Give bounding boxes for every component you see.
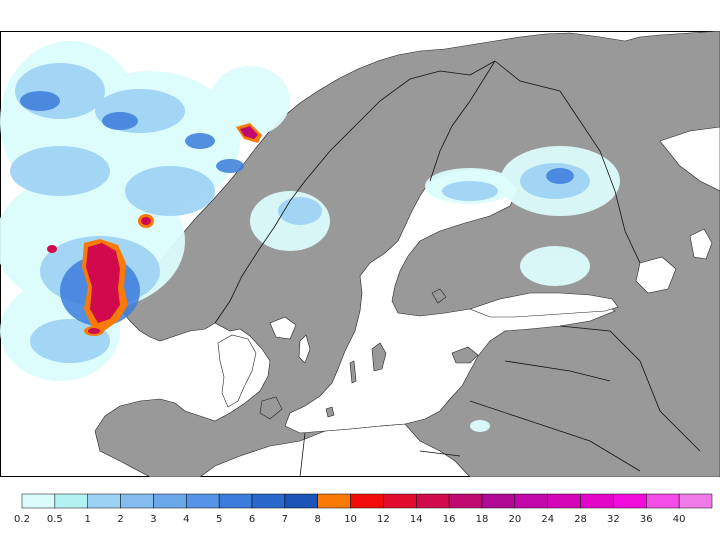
precipitation-map: [0, 31, 720, 477]
legend-swatch: [251, 493, 286, 509]
legend-tick-label: 1: [84, 514, 91, 525]
lake-vanern: [269, 316, 297, 340]
legend-tick-label: 12: [377, 514, 390, 525]
legend-tick-label: 18: [475, 514, 489, 525]
zealand: [259, 396, 283, 420]
legend-tick-label: 0.2: [14, 514, 30, 525]
legend-swatch: [120, 493, 154, 509]
aland: [431, 288, 447, 304]
legend-tick-label: 14: [409, 514, 423, 525]
legend-swatch: [383, 493, 417, 509]
legend-tick-label: 32: [607, 514, 620, 525]
inland-seas: [217, 126, 720, 434]
lake-vattern: [298, 334, 311, 364]
legend-tick-label: 40: [672, 514, 686, 525]
gulf-of-finland: [469, 292, 619, 318]
bornholm: [325, 406, 335, 418]
legend-tick-label: 8: [314, 514, 321, 525]
legend-swatch: [678, 493, 713, 509]
legend-swatch: [646, 493, 680, 509]
precipitation-field: [0, 41, 620, 432]
legend-swatch: [54, 493, 88, 509]
legend-swatch: [153, 493, 187, 509]
precipitation-legend: [21, 493, 713, 509]
baltic-sea: [284, 168, 616, 434]
legend-swatch: [547, 493, 581, 509]
kattegat: [217, 334, 257, 408]
legend-tick-label: 4: [183, 514, 190, 525]
poland-germany-border: [299, 432, 461, 477]
legend-tick-label: 3: [150, 514, 157, 525]
legend-tick-label: 10: [344, 514, 357, 525]
legend-swatch: [580, 493, 614, 509]
gotland: [371, 342, 387, 372]
saaremaa: [451, 346, 479, 364]
legend-swatch: [350, 493, 384, 509]
norway-sweden-border: [214, 60, 496, 324]
legend-tick-label: 7: [281, 514, 289, 525]
legend-swatch: [87, 493, 121, 509]
oland: [349, 360, 357, 384]
lake-ladoga: [635, 256, 677, 294]
legend-swatch: [186, 493, 220, 509]
legend-tick-label: 6: [248, 514, 256, 525]
finland-russia-border: [494, 60, 641, 264]
legend-swatch: [416, 493, 450, 509]
white-sea: [659, 126, 720, 192]
sweden-finland-border: [429, 60, 496, 182]
islands: [259, 288, 479, 420]
precip-intense: [47, 123, 262, 336]
legend-tick-label: 36: [639, 514, 653, 525]
legend-tick-label: 2: [117, 514, 124, 525]
legend-swatch: [514, 493, 548, 509]
legend-tick-label: 24: [541, 514, 555, 525]
legend-tick-label: 0.5: [46, 514, 63, 525]
legend-swatch: [21, 493, 56, 509]
lake-onega: [689, 228, 713, 260]
legend-tick-label: 5: [215, 514, 223, 525]
baltic-borders: [469, 325, 701, 472]
legend-swatch: [317, 493, 351, 509]
legend-swatch: [613, 493, 647, 509]
legend-swatch: [481, 493, 516, 509]
legend-swatch: [218, 493, 253, 509]
legend-swatch: [284, 493, 318, 509]
legend-tick-label: 28: [574, 514, 587, 525]
legend-swatch: [448, 493, 483, 509]
country-borders: [214, 60, 701, 477]
legend-tick-label: 16: [442, 514, 456, 525]
legend-tick-label: 20: [508, 514, 522, 525]
